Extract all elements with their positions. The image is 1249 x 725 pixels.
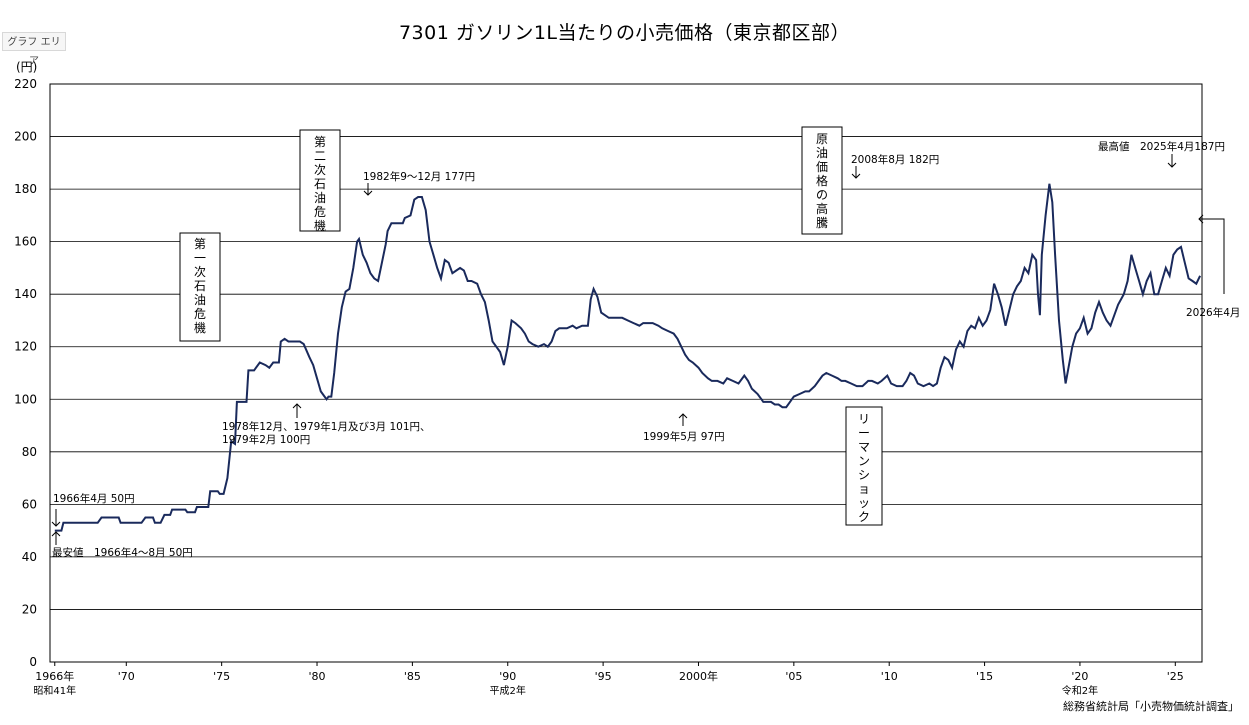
y-tick-label: 60: [22, 497, 37, 511]
y-tick-label: 200: [14, 130, 37, 144]
arrow-2008-peak: [851, 166, 861, 179]
arrow-1982-peak: [363, 183, 373, 196]
arrow-highest: [1167, 154, 1177, 168]
annotation-1979-02: 1979年2月 100円: [222, 433, 310, 446]
x-tick-label: '75: [213, 670, 230, 683]
annotation-2008-peak: 2008年8月 182円: [851, 153, 939, 166]
y-tick-label: 0: [29, 655, 37, 669]
x-tick-label: '95: [595, 670, 612, 683]
y-tick-label: 160: [14, 235, 37, 249]
x-tick-label: '10: [881, 670, 898, 683]
annotation-2026-april: 2026年4月: [1186, 306, 1240, 319]
x-tick-label: '90: [499, 670, 516, 683]
graph-area-tag: グラフ エリア: [2, 32, 66, 67]
y-tick-labels: 0 20 40 60 80 100 120 140 160 180 200 220: [14, 77, 37, 669]
x-tick-label: '05: [785, 670, 802, 683]
x-tick-label: '15: [976, 670, 993, 683]
annotation-1999-low: 1999年5月 97円: [643, 430, 725, 443]
x-tick-label: '20: [1071, 670, 1088, 683]
arrow-1966-april: [51, 509, 61, 527]
box-second-oil-crisis: 第二次石油危機: [299, 129, 341, 233]
x-tick-label: '25: [1167, 670, 1184, 683]
x-tick-era-label: 昭和41年: [33, 684, 76, 697]
annotation-1966-april: 1966年4月 50円: [53, 492, 135, 505]
y-tick-label: 40: [22, 550, 37, 564]
box-first-oil-crisis-text: 第一次石油危機: [194, 237, 206, 335]
box-crude-price-surge: 原油価格の高騰: [801, 126, 843, 235]
annotation-lowest: 最安値 1966年4～8月 50円: [52, 546, 193, 559]
x-tick-label: 2000年: [679, 669, 718, 683]
x-tick-label: 1966年: [35, 669, 74, 683]
y-tick-label: 100: [14, 392, 37, 406]
y-tick-label: 20: [22, 602, 37, 616]
x-tick-label: '80: [309, 670, 326, 683]
box-first-oil-crisis: 第一次石油危機: [179, 232, 221, 342]
source-note: 総務省統計局「小売物価統計調査」: [1063, 700, 1239, 713]
plot-frame: [49, 83, 1203, 663]
y-tick-label: 220: [14, 77, 37, 91]
x-tick-era-label: 令和2年: [1062, 684, 1098, 697]
annotation-1978-12: 1978年12月、1979年1月及び3月 101円、: [222, 420, 431, 433]
y-tick-label: 120: [14, 340, 37, 354]
annotation-1982-peak: 1982年9～12月 177円: [363, 170, 475, 183]
box-crude-price-surge-text: 原油価格の高騰: [816, 132, 828, 230]
y-tick-label: 140: [14, 287, 37, 301]
arrow-1979-low: [292, 403, 302, 418]
arrow-1999-low: [678, 413, 688, 426]
box-lehman-shock-text: リーマンショック: [858, 412, 870, 524]
chart-title: 7301 ガソリン1L当たりの小売価格（東京都区部）: [398, 22, 851, 44]
box-lehman-shock: リーマンショック: [845, 406, 883, 526]
x-tick-label: '70: [118, 670, 135, 683]
x-tick-label: '85: [404, 670, 421, 683]
annotation-highest: 最高値 2025年4月187円: [1098, 140, 1225, 153]
y-tick-label: 180: [14, 182, 37, 196]
box-second-oil-crisis-text: 第二次石油危機: [314, 135, 326, 233]
arrow-lowest: [51, 531, 61, 545]
arrow-2026-april: [1198, 214, 1225, 294]
x-tick-era-label: 平成2年: [490, 684, 526, 697]
y-axis-unit-label: (円): [16, 60, 38, 74]
series-line-gasoline: [54, 183, 1202, 532]
y-tick-label: 80: [22, 445, 37, 459]
grid-layer: [50, 136, 1202, 610]
